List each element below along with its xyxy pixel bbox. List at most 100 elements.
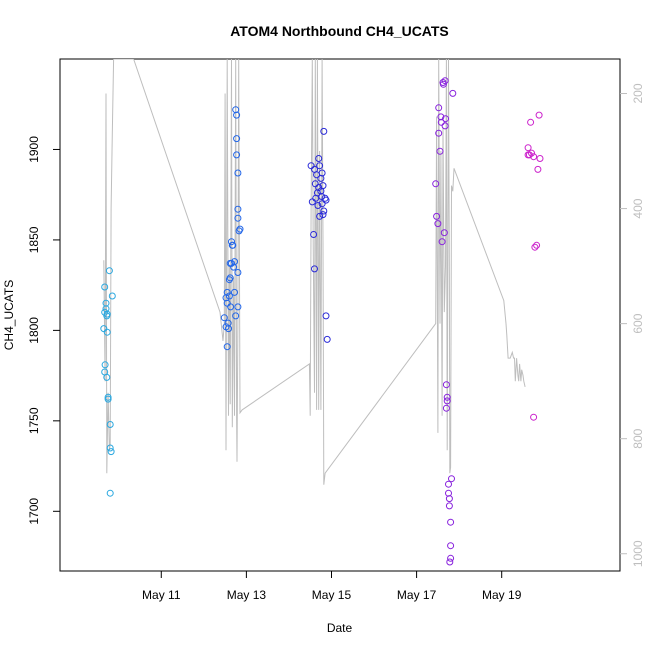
data-point — [442, 381, 450, 389]
data-point — [536, 155, 544, 162]
data-point — [316, 212, 324, 220]
data-point — [530, 153, 538, 161]
data-point — [443, 393, 451, 401]
y2-tick-label: 600 — [631, 313, 645, 333]
data-point — [225, 292, 233, 300]
data-point — [233, 135, 241, 143]
data-point — [318, 169, 326, 177]
data-point — [447, 554, 455, 562]
data-point — [308, 198, 316, 206]
y-axis: 1700 1750 1800 1850 1900 — [27, 136, 60, 525]
pressure-trace-line — [103, 59, 526, 485]
data-point — [229, 241, 237, 249]
data-point — [227, 303, 235, 311]
data-point — [436, 147, 444, 155]
data-point — [108, 292, 116, 300]
data-point — [102, 299, 110, 307]
data-point — [447, 542, 455, 550]
data-point — [316, 162, 324, 170]
data-point — [318, 200, 326, 208]
data-point — [314, 202, 322, 209]
data-point — [435, 129, 443, 137]
data-point — [234, 269, 242, 276]
data-point — [322, 312, 330, 320]
data-point — [438, 238, 446, 246]
y-axis-label: CH4_UCATS — [2, 280, 16, 350]
pressure-trace-layer — [103, 59, 526, 485]
data-point — [533, 241, 541, 249]
y2-tick-label: 1000 — [631, 540, 645, 567]
data-point — [449, 89, 457, 97]
data-point — [106, 489, 114, 497]
x-tick-label: May 19 — [482, 588, 522, 602]
data-point — [528, 149, 535, 157]
data-point — [439, 80, 447, 88]
data-point — [104, 395, 112, 403]
data-point — [527, 118, 535, 126]
data-point — [531, 243, 539, 251]
data-point — [433, 212, 441, 220]
x-tick-label: May 15 — [312, 588, 352, 602]
data-point — [445, 480, 452, 488]
data-point — [435, 104, 443, 112]
y-tick-label: 1750 — [27, 407, 41, 434]
data-point — [106, 421, 114, 428]
data-point — [441, 122, 449, 130]
plot-frame — [59, 58, 621, 572]
data-point — [220, 314, 228, 322]
data-point — [233, 111, 241, 119]
data-point — [445, 502, 453, 510]
data-point — [232, 312, 240, 320]
data-point — [320, 127, 328, 135]
data-point — [236, 225, 244, 233]
data-point — [441, 77, 449, 85]
data-point — [310, 231, 318, 238]
data-point — [434, 220, 442, 228]
data-point — [101, 361, 109, 369]
data-point — [226, 274, 234, 282]
data-point — [231, 258, 238, 266]
data-point — [448, 475, 455, 483]
y2-tick-label: 200 — [631, 83, 645, 103]
data-point — [447, 518, 455, 526]
data-point — [231, 288, 238, 296]
data-point — [535, 111, 543, 119]
data-point — [318, 193, 326, 200]
data-point — [319, 182, 327, 190]
data-point — [445, 495, 453, 503]
y-tick-label: 1900 — [27, 136, 41, 163]
data-point — [530, 413, 538, 421]
data-point — [100, 325, 108, 333]
y-tick-label: 1700 — [27, 498, 41, 525]
data-point — [228, 238, 235, 246]
data-point — [103, 310, 111, 318]
data-point — [103, 328, 111, 336]
data-point — [315, 184, 323, 191]
data-point — [319, 211, 327, 219]
data-point — [322, 196, 330, 204]
secondary-y-axis: 200 400 600 800 1000 — [620, 83, 645, 567]
data-point — [107, 448, 115, 456]
data-point — [440, 229, 448, 237]
data-point — [234, 303, 242, 311]
data-point — [106, 444, 114, 452]
data-point — [103, 373, 111, 381]
x-axis-label: Date — [327, 621, 353, 635]
data-points-layer — [100, 77, 544, 566]
data-point — [534, 165, 542, 173]
x-tick-label: May 11 — [142, 588, 181, 602]
y-tick-label: 1800 — [27, 317, 41, 344]
data-point — [524, 144, 532, 152]
chart-title: ATOM4 Northbound CH4_UCATS — [230, 23, 449, 39]
y2-tick-label: 800 — [631, 428, 645, 448]
data-point — [234, 205, 242, 213]
data-point — [432, 180, 440, 188]
data-point — [525, 151, 533, 159]
data-point — [320, 207, 328, 215]
data-point — [323, 335, 331, 343]
y2-tick-label: 400 — [631, 198, 645, 218]
data-point — [234, 169, 242, 177]
data-point — [437, 118, 445, 126]
data-point — [442, 404, 450, 412]
y-tick-label: 1850 — [27, 226, 41, 253]
